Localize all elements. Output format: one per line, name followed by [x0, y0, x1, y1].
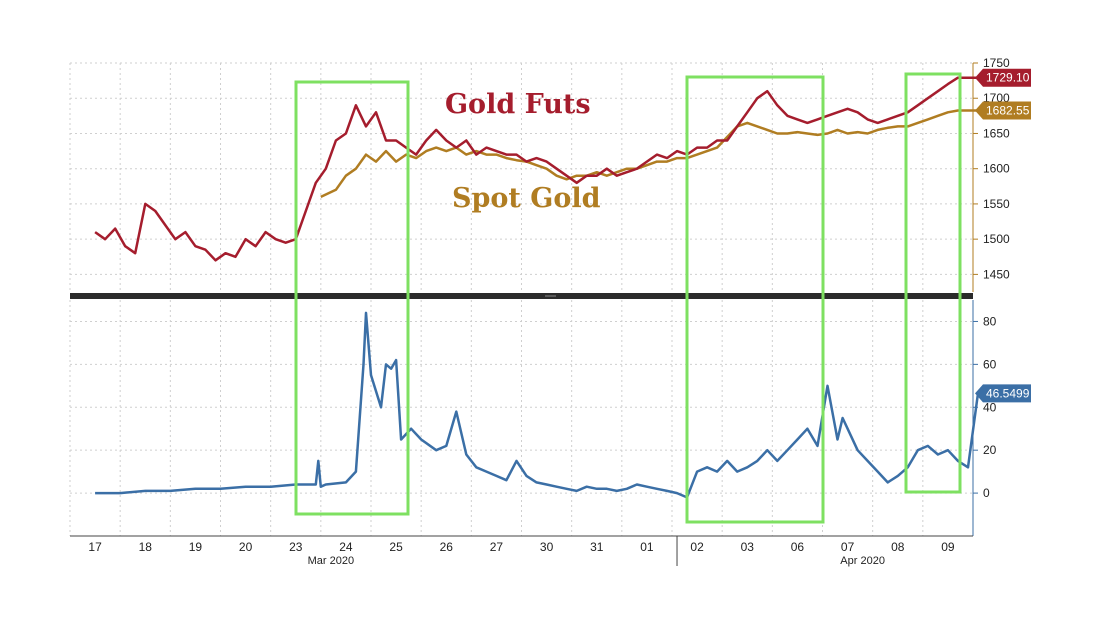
- y-tick-label: 1550: [983, 197, 1010, 211]
- grid-lines: [69, 62, 974, 536]
- panel-separator: [70, 293, 973, 299]
- spot-gold-label: Spot Gold: [452, 183, 601, 214]
- gold-futs-label: Gold Futs: [445, 89, 591, 120]
- x-tick-label: 23: [289, 540, 303, 554]
- spot-gold-last-value-tag: 1682.55: [986, 104, 1030, 118]
- x-tick-label: 31: [590, 540, 604, 554]
- series-line-spot-gold: [320, 109, 978, 199]
- x-tick-label: 26: [440, 540, 454, 554]
- x-tick-label: 30: [540, 540, 554, 554]
- x-tick-label: 02: [690, 540, 704, 554]
- bottom-last-value-tag: 46.5499: [986, 386, 1030, 400]
- gold-futs-last-value-tag: 1729.10: [986, 71, 1030, 85]
- highlight-box: [904, 72, 962, 494]
- y-tick-label: 40: [983, 400, 997, 414]
- bottom-last-value-tag-bg: [975, 384, 1031, 403]
- x-tick-label: 01: [640, 540, 654, 554]
- y-tick-label: 1450: [983, 267, 1010, 281]
- x-tick-label: 27: [490, 540, 504, 554]
- highlight-box: [294, 80, 410, 516]
- month-label: Apr 2020: [840, 555, 885, 567]
- x-tick-label: 17: [88, 540, 102, 554]
- x-tick-label: 08: [891, 540, 905, 554]
- highlight-boxes: [294, 72, 962, 524]
- gold-futs-last-value-tag-bg: [975, 68, 1031, 87]
- highlight-box: [685, 75, 825, 524]
- y-tick-label: 1500: [983, 232, 1010, 246]
- y-tick-label: 0: [983, 486, 990, 500]
- x-axis-labels: 17 18 19 20 23 24 25 26 27 30 31 01 02 03 06 07 08 09 Mar …: [88, 536, 955, 567]
- x-tick-label: 18: [139, 540, 153, 554]
- y-tick-label: 1750: [983, 56, 1010, 70]
- last-value-tags: 1729.10 1682.55 46.5499: [975, 68, 1031, 403]
- x-tick-label: 03: [741, 540, 755, 554]
- x-tick-label: 24: [339, 540, 353, 554]
- y-tick-label: 60: [983, 357, 997, 371]
- series-line-gold-futs: [94, 76, 978, 262]
- top-panel-series: [94, 76, 978, 262]
- x-tick-label: 20: [239, 540, 253, 554]
- series-line-bottom: [95, 311, 980, 499]
- spot-gold-last-value-tag-bg: [975, 101, 1031, 120]
- y-tick-label: 20: [983, 443, 997, 457]
- x-tick-label: 06: [791, 540, 805, 554]
- y-tick-label: 1650: [983, 126, 1010, 140]
- y-tick-label: 80: [983, 314, 997, 328]
- x-tick-label: 19: [189, 540, 203, 554]
- bottom-panel-series: [95, 311, 980, 499]
- month-label: Mar 2020: [308, 555, 354, 567]
- x-tick-label: 25: [389, 540, 403, 554]
- x-tick-label: 07: [841, 540, 855, 554]
- y-tick-label: 1600: [983, 162, 1010, 176]
- x-tick-label: 09: [941, 540, 955, 554]
